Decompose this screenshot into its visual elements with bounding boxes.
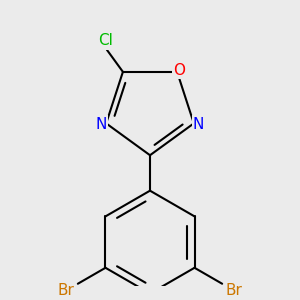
Text: N: N <box>96 117 107 132</box>
Text: N: N <box>193 117 204 132</box>
Text: O: O <box>173 63 185 78</box>
Text: Br: Br <box>225 283 242 298</box>
Text: Cl: Cl <box>98 33 112 48</box>
Text: Br: Br <box>58 283 75 298</box>
